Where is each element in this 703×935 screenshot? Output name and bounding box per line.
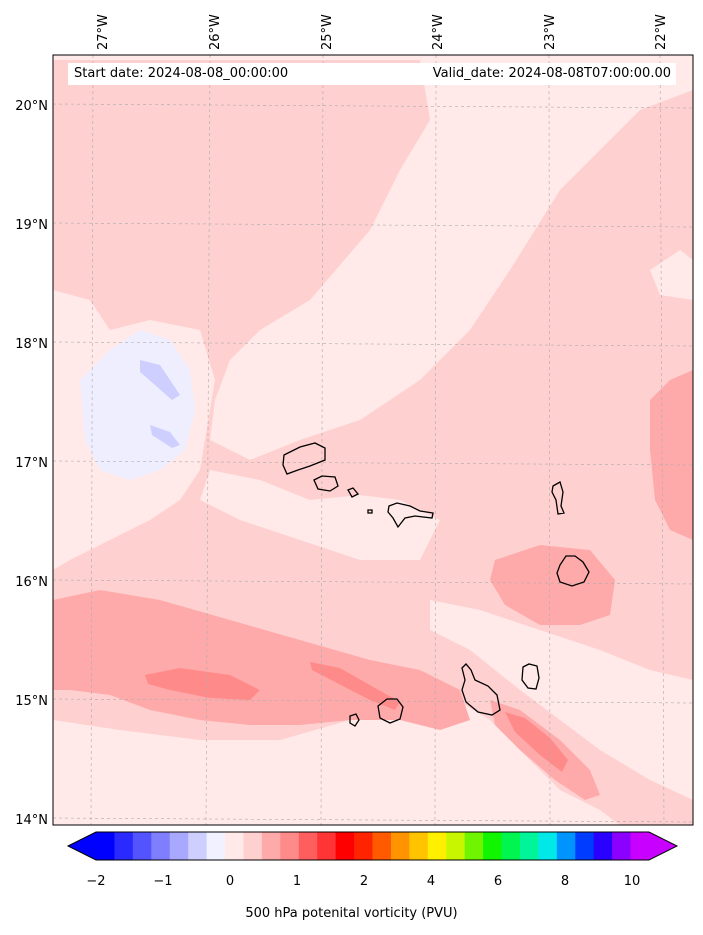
colorbar-tick-label: −2 <box>86 874 105 889</box>
colorbar-segment <box>225 832 244 860</box>
colorbar-segment <box>464 832 484 860</box>
colorbar-segment <box>556 832 576 860</box>
lat-label: 20°N <box>15 99 48 114</box>
date-info-box <box>68 63 676 85</box>
colorbar-segment <box>151 832 171 860</box>
lon-label: 22°W <box>654 14 669 50</box>
island-ilheu-raso <box>367 509 373 514</box>
pv-dark-pink-streak-center <box>310 662 400 710</box>
pv-blue-streak-1 <box>140 360 180 400</box>
colorbar-tick-label: 2 <box>360 874 368 889</box>
colorbar-segment <box>612 832 632 860</box>
island-boa-vista <box>556 555 590 587</box>
colorbar-segment <box>538 832 558 860</box>
lat-label: 18°N <box>15 337 48 352</box>
colorbar-segment <box>169 832 189 860</box>
colorbar-segment <box>575 832 595 860</box>
lon-label: 25°W <box>320 14 335 50</box>
pv-pale-east-edge <box>650 250 693 300</box>
colorbar-segment <box>446 832 466 860</box>
colorbar-segment <box>188 832 208 860</box>
colorbar-segment <box>335 832 355 860</box>
colorbar-segment <box>593 832 613 860</box>
colorbar-segment <box>427 832 447 860</box>
colorbar-segment <box>298 832 318 860</box>
island-sao-nicolau <box>387 502 434 529</box>
colorbar-label: 500 hPa potenital vorticity (PVU) <box>245 906 458 921</box>
island-fogo <box>377 698 404 724</box>
colorbar-tick-label: 8 <box>561 874 569 889</box>
colorbar-segment <box>96 832 115 860</box>
colorbar-tick-label: 0 <box>226 874 234 889</box>
island-santa-luzia <box>347 487 360 498</box>
island-santo-antao <box>282 442 326 475</box>
colorbar-segment <box>483 832 503 860</box>
colorbar-extend-max <box>649 832 677 860</box>
lon-label: 26°W <box>208 14 223 50</box>
colorbar-tick-label: 10 <box>624 874 641 889</box>
pv-pale-band-middle <box>200 470 440 560</box>
colorbar-segment <box>372 832 392 860</box>
pv-field <box>53 55 693 825</box>
graticule <box>53 55 693 825</box>
lon-label: 24°W <box>431 14 446 50</box>
colorbar-segment <box>390 832 410 860</box>
colorbar-outline <box>66 831 679 861</box>
lat-label: 19°N <box>15 218 48 233</box>
colorbar-tick-label: 1 <box>293 874 301 889</box>
pv-mid-pink-right-edge <box>650 370 693 540</box>
colorbar-segment <box>354 832 373 860</box>
lat-label: 17°N <box>15 456 48 471</box>
colorbar-extend-min <box>68 832 96 860</box>
lat-label: 16°N <box>15 575 48 590</box>
cape-verde-islands <box>282 442 590 727</box>
colorbar-segment <box>206 832 226 860</box>
colorbar-tick-label: −1 <box>153 874 172 889</box>
colorbar-ticks: −2 −1 0 1 2 4 6 8 10 <box>86 874 640 889</box>
pv-pale-region-north <box>53 55 693 460</box>
island-maio <box>521 663 540 690</box>
pv-blue-streak-2 <box>150 425 180 448</box>
colorbar-segment <box>630 832 650 860</box>
lat-label: 14°N <box>15 813 48 828</box>
pv-pale-band-south <box>53 690 620 825</box>
island-sao-vicente <box>313 475 339 492</box>
colorbar-segment <box>501 832 521 860</box>
island-brava <box>349 713 360 727</box>
pv-mid-pink-east-blob <box>490 545 615 625</box>
island-sal <box>551 481 565 515</box>
colorbar-segment <box>519 832 539 860</box>
island-santiago <box>461 663 501 716</box>
pv-dark-pink-streak-west <box>145 668 260 700</box>
colorbar-segment <box>409 832 429 860</box>
longitude-labels: 27°W 26°W 25°W 24°W 23°W 22°W <box>96 14 669 50</box>
map-frame <box>52 54 694 826</box>
lat-label: 15°N <box>15 694 48 709</box>
pv-pale-band-east <box>430 600 693 800</box>
start-date-label: Start date: 2024-08-08_00:00:00 <box>74 66 289 81</box>
colorbar <box>66 831 679 861</box>
colorbar-tick-label: 4 <box>427 874 435 889</box>
lon-label: 27°W <box>96 14 111 50</box>
colorbar-tick-label: 6 <box>494 874 502 889</box>
colorbar-segment <box>317 832 337 860</box>
pv-dark-pink-streak-east <box>505 712 568 772</box>
valid-date-label: Valid_date: 2024-08-08T07:00:00.00 <box>432 66 671 81</box>
colorbar-segment <box>114 832 134 860</box>
colorbar-segment <box>261 832 281 860</box>
latitude-labels: 20°N 19°N 18°N 17°N 16°N 15°N 14°N <box>15 99 48 828</box>
colorbar-segment <box>132 832 152 860</box>
lon-label: 23°W <box>543 14 558 50</box>
colorbar-segment <box>280 832 300 860</box>
colorbar-segment <box>243 832 263 860</box>
